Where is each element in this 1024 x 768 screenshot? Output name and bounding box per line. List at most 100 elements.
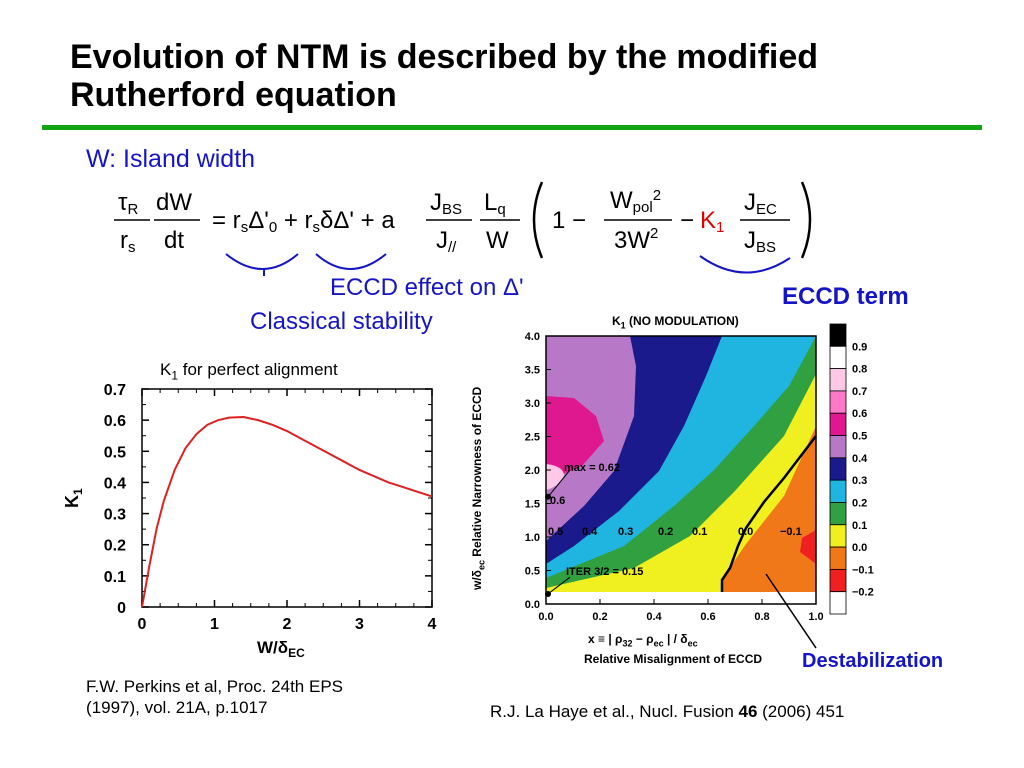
island-width-label: W: Island width [86,145,256,173]
colorbar-swatch [829,412,847,436]
colorbar-label: 0.5 [852,431,867,443]
lahaye-cite-pre: R.J. La Haye et al., Nucl. Fusion [490,702,739,721]
left-plot-caption-rest: for perfect alignment [178,360,338,379]
lahaye-cite-vol: 46 [738,702,758,721]
x-tick-label: 3 [355,616,364,633]
colorbar-label: 0.9 [852,341,867,353]
x-tick-label: 2 [283,616,292,633]
ry-tick-label: 3.0 [525,398,540,410]
region-minus02 [800,530,816,564]
colorbar-label: 0.3 [852,475,867,487]
right-plot-xlabel: x ≡ | ρ32 − ρec | / δec [588,632,698,648]
right-plot-title-sub: 1 [620,320,626,331]
rutherford-equation: τR rs dW dt = rsΔ'0 + rsδΔ' + a JBS J// … [114,181,812,276]
colorbar-swatch [829,457,847,481]
y-tick-label: 0.3 [104,507,126,524]
y-tick-label: 0.1 [104,569,126,586]
colorbar-label: 0.2 [852,497,867,509]
right-plot-title: K1 (NO MODULATION) [612,314,739,330]
y-axis-label-sub: 1 [71,488,85,495]
eq-minus: − [680,207,694,234]
rx-tick-label: 0.2 [592,611,607,623]
lahaye-citation: R.J. La Haye et al., Nucl. Fusion 46 (20… [490,701,844,722]
eq-3w2: 3W2 [614,225,658,254]
ry-tick-label: 2.5 [525,432,540,444]
eq-lq: Lq [484,189,506,218]
contour-label-04: 0.4 [582,526,598,538]
eq-dw: dW [156,189,192,216]
colorbar-swatch [829,435,847,459]
right-xlabel-s1: 32 [622,638,633,649]
contour-label-m01: −0.1 [780,526,802,538]
right-plot-title-k: K [612,314,621,328]
colorbar-swatch [829,479,847,503]
x-axis-label: W/δEC [257,638,305,660]
right-xlabel-s2: ec [653,638,664,649]
y-tick-label: 0.7 [104,382,126,399]
eq-w: W [486,227,509,254]
right-plot-xlabel-line2: Relative Misalignment of ECCD [584,652,763,666]
right-ylabel-sub: ec [476,560,487,571]
slide-title: Evolution of NTM is described by the mod… [70,38,990,114]
rx-tick-label: 0.4 [646,611,662,623]
eq-one: 1 − [552,207,586,234]
right-xlabel-b: − ρ [632,632,654,646]
colorbar-label: −0.2 [852,587,874,599]
colorbar-label: 0.8 [852,364,867,376]
colorbar-swatch [829,323,847,347]
y-tick-label: 0.5 [104,444,126,461]
colorbar-swatch [829,502,847,526]
y-tick-label: 0.6 [104,413,126,430]
ry-tick-label: 1.5 [525,499,540,511]
ry-tick-label: 1.0 [525,532,540,544]
colorbar-label: 0.0 [852,542,867,554]
title-line-2: Rutherford equation [70,76,397,114]
title-divider [42,125,982,130]
eq-tau: τR [118,189,138,218]
ry-tick-label: 3.5 [525,365,540,377]
eq-k1: K1 [700,207,724,236]
x-axis-label-sub: EC [288,646,305,660]
eq-rhs: = rsΔ'0 + rsδΔ' + a [212,207,395,236]
right-xlabel-s3: ec [687,638,698,649]
perkins-citation-line2: (1997), vol. 21A, p.1017 [86,698,268,717]
destabilization-label: Destabilization [802,650,944,672]
plot-frame [141,388,433,608]
ry-tick-label: 4.0 [525,331,540,343]
y-tick-label: 0 [117,600,126,617]
eq-rs: rs [120,227,136,256]
eq-jpar: J// [436,227,457,256]
colorbar-label: 0.6 [852,408,867,420]
x-tick-label: 4 [428,616,437,633]
region-white [546,592,816,604]
right-ylabel-rest: Relative Narrowness of ECCD [470,386,484,561]
iter-annotation: ITER 3/2 = 0.15 [566,566,644,578]
contour-label-05: 0.5 [548,526,564,538]
lahaye-cite-post: (2006) 451 [757,702,845,721]
y-tick-label: 0.4 [104,475,126,492]
eq-jbs: JBS [430,189,462,218]
colorbar-swatch [829,524,847,548]
left-plot-caption-k: K [160,360,172,379]
eq-jec: JEC [744,189,777,218]
left-plot-caption-sub: 1 [171,368,179,383]
contour-fills [546,336,817,604]
contour-label-06: 0.6 [550,495,566,507]
k1-curve [141,416,433,608]
colorbar-swatch [829,345,847,370]
perkins-citation-line1: F.W. Perkins et al, Proc. 24th EPS [86,677,343,696]
colorbar-label: 0.4 [852,453,868,465]
k1-line-chart: 0 0.1 0.2 0.3 0.4 0.5 0.6 0.7 0 1 2 3 4 K1 W/δEC [62,382,437,660]
eq-dt: dt [164,227,184,254]
ry-tick-label: 0.5 [525,566,540,578]
contour-label-00: 0.0 [738,526,754,538]
colorbar-label: 0.7 [852,386,867,398]
left-plot-caption: K1 for perfect alignment [160,360,338,382]
rx-tick-label: 0.0 [538,611,553,623]
eccd-term-label: ECCD term [782,283,909,310]
right-xlabel-c: | / δ [663,632,688,646]
colorbar-swatch [829,368,847,392]
right-ylabel-w: w/δ [470,570,484,590]
colorbar-swatch [829,546,847,570]
eq-jbs2: JBS [744,227,776,256]
